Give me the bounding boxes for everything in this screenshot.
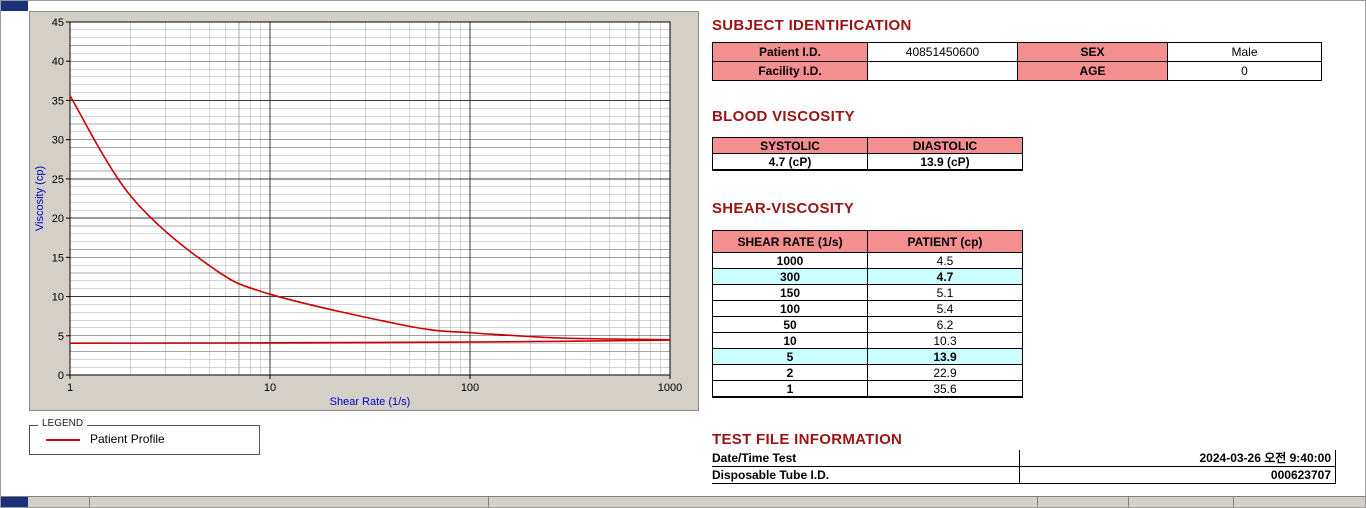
taskbar-divider	[1128, 497, 1129, 507]
series-patient-profile	[69, 95, 671, 341]
table-row: Patient I.D. 40851450600 SEX Male	[712, 42, 1322, 62]
diastolic-header: DIASTOLIC	[867, 137, 1023, 154]
x-axis-label: Shear Rate (1/s)	[330, 396, 411, 408]
patient-cp-cell: 4.5	[867, 252, 1023, 269]
svg-text:35: 35	[52, 95, 64, 107]
y-axis-label: Viscosity (cp)	[34, 166, 46, 231]
legend-line-sample	[46, 439, 80, 441]
svg-text:45: 45	[52, 17, 64, 29]
viscosity-chart: 0 5 10 15 20 25 30 35 40 45 1 10 100 1000 Shear Rate (…	[34, 17, 682, 408]
patient-id-value: 40851450600	[867, 42, 1018, 62]
svg-text:0: 0	[58, 370, 64, 382]
shear-table-row: 50 6.2	[712, 316, 1023, 333]
svg-text:1: 1	[67, 382, 73, 394]
patient-cp-cell: 5.4	[867, 300, 1023, 317]
table-row: Disposable Tube I.D. 000623707	[712, 467, 1336, 484]
shear-rate-cell: 2	[712, 364, 868, 381]
shear-rate-cell: 5	[712, 348, 868, 365]
svg-text:100: 100	[461, 382, 479, 394]
test-file-information-table: Date/Time Test 2024-03-26 오전 9:40:00 Dis…	[712, 450, 1336, 484]
facility-id-value	[867, 61, 1018, 81]
svg-text:30: 30	[52, 135, 64, 147]
shear-table-row: 5 13.9	[712, 348, 1023, 365]
date-time-test-label: Date/Time Test	[712, 451, 797, 465]
svg-text:5: 5	[58, 331, 64, 343]
patient-cp-cell: 10.3	[867, 332, 1023, 349]
shear-rate-cell: 300	[712, 268, 868, 285]
shear-rate-cell: 1000	[712, 252, 868, 269]
patient-cp-cell: 6.2	[867, 316, 1023, 333]
systolic-value: 4.7 (cP)	[712, 153, 868, 171]
shear-table-row: 150 5.1	[712, 284, 1023, 301]
patient-cp-cell: 4.7	[867, 268, 1023, 285]
legend-title: LEGEND	[38, 418, 88, 429]
shear-table-row: 300 4.7	[712, 268, 1023, 285]
svg-text:10: 10	[264, 382, 276, 394]
patient-id-label: Patient I.D.	[712, 42, 868, 62]
shear-rate-cell: 50	[712, 316, 868, 333]
shear-table-row: 1 35.6	[712, 380, 1023, 398]
shear-table-row: 100 5.4	[712, 300, 1023, 317]
shear-rate-cell: 10	[712, 332, 868, 349]
systolic-header: SYSTOLIC	[712, 137, 868, 154]
svg-text:1000: 1000	[658, 382, 682, 394]
taskbar-divider	[1233, 497, 1234, 507]
patient-cp-header: PATIENT (cp)	[867, 230, 1023, 253]
svg-text:25: 25	[52, 174, 64, 186]
section-title-subject-identification: SUBJECT IDENTIFICATION	[712, 17, 912, 34]
sex-value: Male	[1167, 42, 1322, 62]
patient-cp-cell: 13.9	[867, 348, 1023, 365]
sex-label: SEX	[1017, 42, 1168, 62]
table-row: SYSTOLIC DIASTOLIC	[712, 137, 1023, 154]
shear-rate-cell: 100	[712, 300, 868, 317]
blood-viscosity-table: SYSTOLIC DIASTOLIC 4.7 (cP) 13.9 (cP)	[712, 137, 1023, 171]
shear-table-row: 10 10.3	[712, 332, 1023, 349]
shear-table-row: 2 22.9	[712, 364, 1023, 381]
legend-entry-label: Patient Profile	[90, 432, 165, 446]
subject-identification-table: Patient I.D. 40851450600 SEX Male Facili…	[712, 42, 1322, 81]
table-row: 4.7 (cP) 13.9 (cP)	[712, 153, 1023, 171]
shear-rate-header: SHEAR RATE (1/s)	[712, 230, 868, 253]
window-fragment-top-left	[1, 1, 28, 11]
disposable-tube-id-label: Disposable Tube I.D.	[712, 468, 830, 482]
disposable-tube-id-value: 000623707	[1019, 467, 1336, 483]
viscosity-chart-panel: 0 5 10 15 20 25 30 35 40 45 1 10 100 1000 Shear Rate (…	[29, 11, 699, 411]
patient-cp-cell: 35.6	[867, 380, 1023, 398]
svg-text:10: 10	[52, 292, 64, 304]
shear-rate-cell: 150	[712, 284, 868, 301]
section-title-shear-viscosity: SHEAR-VISCOSITY	[712, 200, 855, 217]
diastolic-value: 13.9 (cP)	[867, 153, 1023, 171]
series-baseline	[69, 339, 671, 345]
section-title-blood-viscosity: BLOOD VISCOSITY	[712, 108, 855, 125]
shear-table-row: 1000 4.5	[712, 252, 1023, 269]
table-row: Date/Time Test 2024-03-26 오전 9:40:00	[712, 450, 1336, 467]
taskbar-strip[interactable]	[1, 496, 1365, 507]
taskbar-divider	[1037, 497, 1038, 507]
svg-text:20: 20	[52, 213, 64, 225]
date-time-test-value: 2024-03-26 오전 9:40:00	[1019, 450, 1336, 466]
section-title-test-file-information: TEST FILE INFORMATION	[712, 431, 903, 448]
taskbar-divider	[488, 497, 489, 507]
age-label: AGE	[1017, 61, 1168, 81]
svg-text:15: 15	[52, 252, 64, 264]
patient-cp-cell: 22.9	[867, 364, 1023, 381]
chart-legend: LEGEND Patient Profile	[29, 418, 260, 455]
patient-cp-cell: 5.1	[867, 284, 1023, 301]
window-fragment-bottom-left	[1, 497, 28, 507]
table-row: Facility I.D. AGE 0	[712, 61, 1322, 81]
taskbar-divider	[89, 497, 90, 507]
table-header-row: SHEAR RATE (1/s) PATIENT (cp)	[712, 230, 1023, 253]
shear-viscosity-table: SHEAR RATE (1/s) PATIENT (cp) 1000 4.5 300…	[712, 230, 1023, 398]
shear-rate-cell: 1	[712, 380, 868, 398]
facility-id-label: Facility I.D.	[712, 61, 868, 81]
svg-text:40: 40	[52, 56, 64, 68]
age-value: 0	[1167, 61, 1322, 81]
